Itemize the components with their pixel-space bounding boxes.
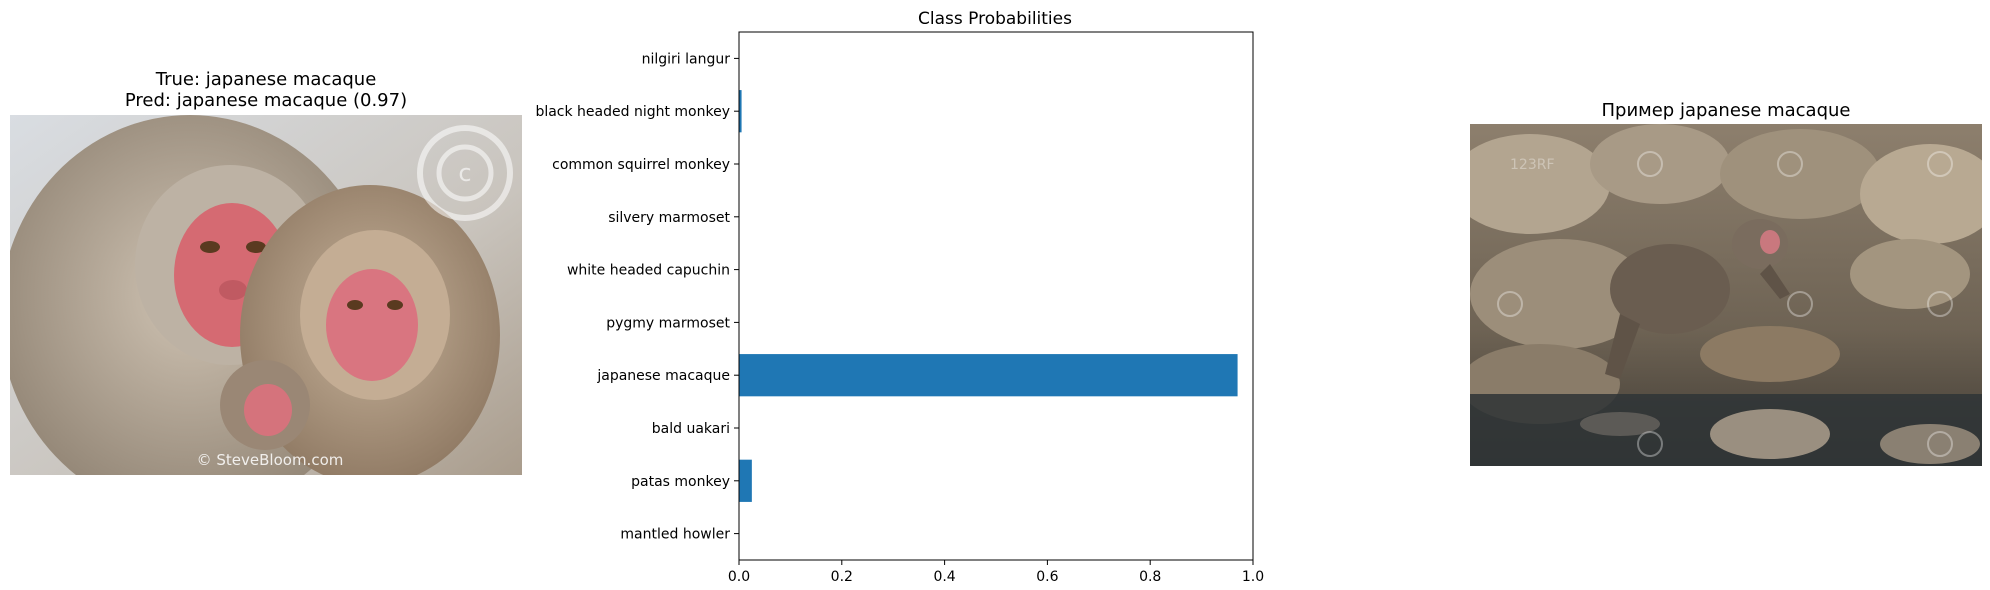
y-tick-label: japanese macaque [596, 368, 730, 384]
left-image-title: True: japanese macaque Pred: japanese ma… [0, 69, 532, 111]
y-tick-label: white headed capuchin [567, 263, 730, 279]
y-tick-label: mantled howler [620, 527, 730, 543]
svg-text:c: c [458, 159, 471, 187]
macaque-jumping-image: 123RF [1470, 124, 1982, 466]
axes-frame [738, 31, 1254, 561]
example-image-title: Пример japanese macaque [1601, 100, 1851, 121]
y-tick-label: bald uakari [652, 421, 730, 437]
bar-japanese-macaque [739, 354, 1238, 397]
bars-group [739, 90, 1238, 502]
x-tick-label: 0.0 [728, 569, 750, 585]
watermark-text: © SteveBloom.com [197, 451, 344, 469]
y-tick-label: nilgiri langur [642, 51, 731, 67]
macaque-family-photo: c © SteveBloom.com [10, 115, 522, 475]
bar-patas-monkey [739, 459, 752, 502]
x-tick-label: 0.2 [831, 569, 853, 585]
y-tick-label: silvery marmoset [608, 210, 730, 226]
x-tick-label: 0.6 [1036, 569, 1058, 585]
pred-label: Pred: japanese macaque (0.97) [124, 90, 408, 111]
y-tick-label: pygmy marmoset [606, 315, 730, 331]
y-tick-labels: mantled howler patas monkey bald uakari jap… [535, 51, 739, 543]
x-ticks: 0.0 0.2 0.4 0.6 0.8 1.0 [728, 560, 1264, 585]
bar-black-headed-night-monkey [739, 90, 742, 133]
macaque-jumping-photo: 123RF [1470, 124, 1982, 466]
y-tick-label: patas monkey [631, 474, 730, 490]
x-tick-label: 1.0 [1242, 569, 1264, 585]
y-tick-label: common squirrel monkey [552, 157, 730, 173]
x-tick-label: 0.8 [1139, 569, 1161, 585]
y-tick-label: black headed night monkey [535, 104, 730, 120]
macaque-family-image: c © SteveBloom.com [10, 115, 522, 475]
watermark-text: 123RF [1510, 157, 1555, 173]
chart-title: Class Probabilities [918, 9, 1072, 29]
x-tick-label: 0.4 [933, 569, 955, 585]
true-label: True: japanese macaque [155, 69, 377, 90]
